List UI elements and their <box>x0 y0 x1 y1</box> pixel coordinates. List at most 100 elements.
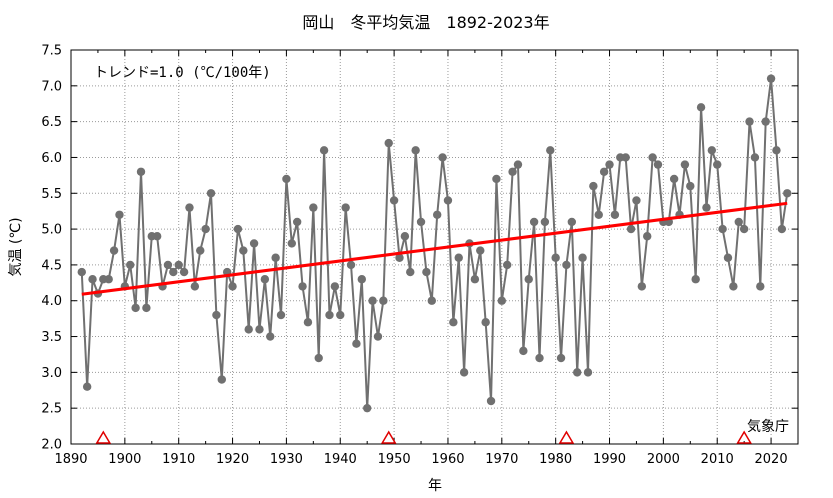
data-point <box>432 210 442 219</box>
data-point <box>734 217 743 227</box>
data-point <box>239 246 248 255</box>
data-point <box>255 325 264 334</box>
data-point <box>109 246 119 255</box>
trend-line <box>81 201 788 296</box>
data-point <box>126 260 135 270</box>
data-point <box>142 303 151 313</box>
y-tick-label: 5.0 <box>41 223 62 238</box>
data-point <box>330 282 340 291</box>
data-point <box>524 275 533 284</box>
data-point <box>497 296 507 305</box>
data-point <box>309 203 318 212</box>
data-point <box>508 167 517 176</box>
data-point <box>605 160 614 169</box>
data-point <box>599 167 609 176</box>
y-tick-label: 3.0 <box>41 366 62 381</box>
data-point <box>486 396 496 406</box>
y-tick-label: 5.5 <box>41 187 62 202</box>
data-point <box>104 275 113 284</box>
data-point <box>266 332 275 341</box>
data-point <box>723 253 733 262</box>
data-point <box>427 296 437 305</box>
series-line <box>80 77 789 410</box>
data-point <box>653 160 663 169</box>
data-point <box>562 260 571 270</box>
data-point <box>303 318 313 327</box>
data-point <box>115 210 124 219</box>
data-point <box>249 239 259 248</box>
source-label: 気象庁 <box>747 419 789 435</box>
data-point <box>352 339 361 348</box>
data-point <box>772 146 781 155</box>
data-point <box>174 260 183 270</box>
data-point <box>632 196 641 205</box>
data-point <box>276 310 286 320</box>
data-point <box>389 196 399 205</box>
station-change-marker <box>558 430 575 444</box>
data-point <box>476 246 485 255</box>
trend-line-group <box>81 201 788 296</box>
x-tick-label: 1950 <box>378 452 411 467</box>
x-tick-label: 1890 <box>54 452 87 467</box>
data-point <box>271 253 280 262</box>
data-point <box>691 275 700 284</box>
y-tick-label: 4.0 <box>41 294 62 309</box>
data-point <box>492 174 501 184</box>
data-point <box>400 232 410 241</box>
station-change-marker <box>95 430 112 444</box>
x-tick-label: 1970 <box>485 452 518 467</box>
data-point <box>88 275 97 284</box>
data-point <box>373 332 383 341</box>
data-point <box>535 353 544 363</box>
data-point <box>766 74 776 83</box>
data-point <box>578 253 587 262</box>
data-point <box>196 246 205 255</box>
data-point <box>449 318 458 327</box>
data-point <box>783 189 792 198</box>
data-point <box>589 181 598 191</box>
y-tick-label: 4.5 <box>41 258 62 273</box>
data-point <box>540 217 550 227</box>
data-point <box>583 368 593 377</box>
data-point <box>287 239 296 248</box>
data-point <box>131 303 140 313</box>
data-point <box>233 224 243 234</box>
data-point <box>713 160 722 169</box>
data-point <box>438 153 447 162</box>
data-point <box>179 267 189 277</box>
y-tick-label: 7.5 <box>41 44 62 59</box>
data-point <box>362 403 372 413</box>
data-point <box>702 203 711 212</box>
data-point <box>368 296 377 305</box>
data-point <box>745 117 754 126</box>
data-point <box>680 160 690 169</box>
data-point <box>529 217 539 227</box>
x-tick-labels: 1890 1900 1910 1920 1930 1940 1950 1960 1970 1980… <box>54 452 787 467</box>
x-tick-label: 2000 <box>647 452 680 467</box>
data-point <box>298 282 307 291</box>
data-point <box>395 253 404 262</box>
x-tick-label: 1910 <box>162 452 195 467</box>
x-tick-label: 1920 <box>216 452 249 467</box>
data-point <box>217 375 226 384</box>
data-point <box>470 275 480 284</box>
chart-title: 岡山 冬平均気温 1892-2023年 <box>302 13 549 32</box>
data-point <box>416 217 426 227</box>
data-point <box>185 203 194 212</box>
data-point <box>696 103 706 112</box>
data-point <box>228 282 237 291</box>
x-axis-title: 年 <box>428 478 442 494</box>
data-point <box>459 368 469 377</box>
data-point <box>336 310 345 320</box>
data-point <box>136 167 146 176</box>
data-point <box>82 382 92 391</box>
data-point <box>777 224 787 234</box>
data-point <box>212 310 221 320</box>
x-tick-label: 2010 <box>701 452 734 467</box>
data-point <box>454 253 463 262</box>
data-point <box>346 260 356 270</box>
trend-annotation: トレンド=1.0 (℃/100年) <box>94 65 271 81</box>
y-tick-label: 2.5 <box>41 402 62 417</box>
data-point <box>282 174 291 184</box>
